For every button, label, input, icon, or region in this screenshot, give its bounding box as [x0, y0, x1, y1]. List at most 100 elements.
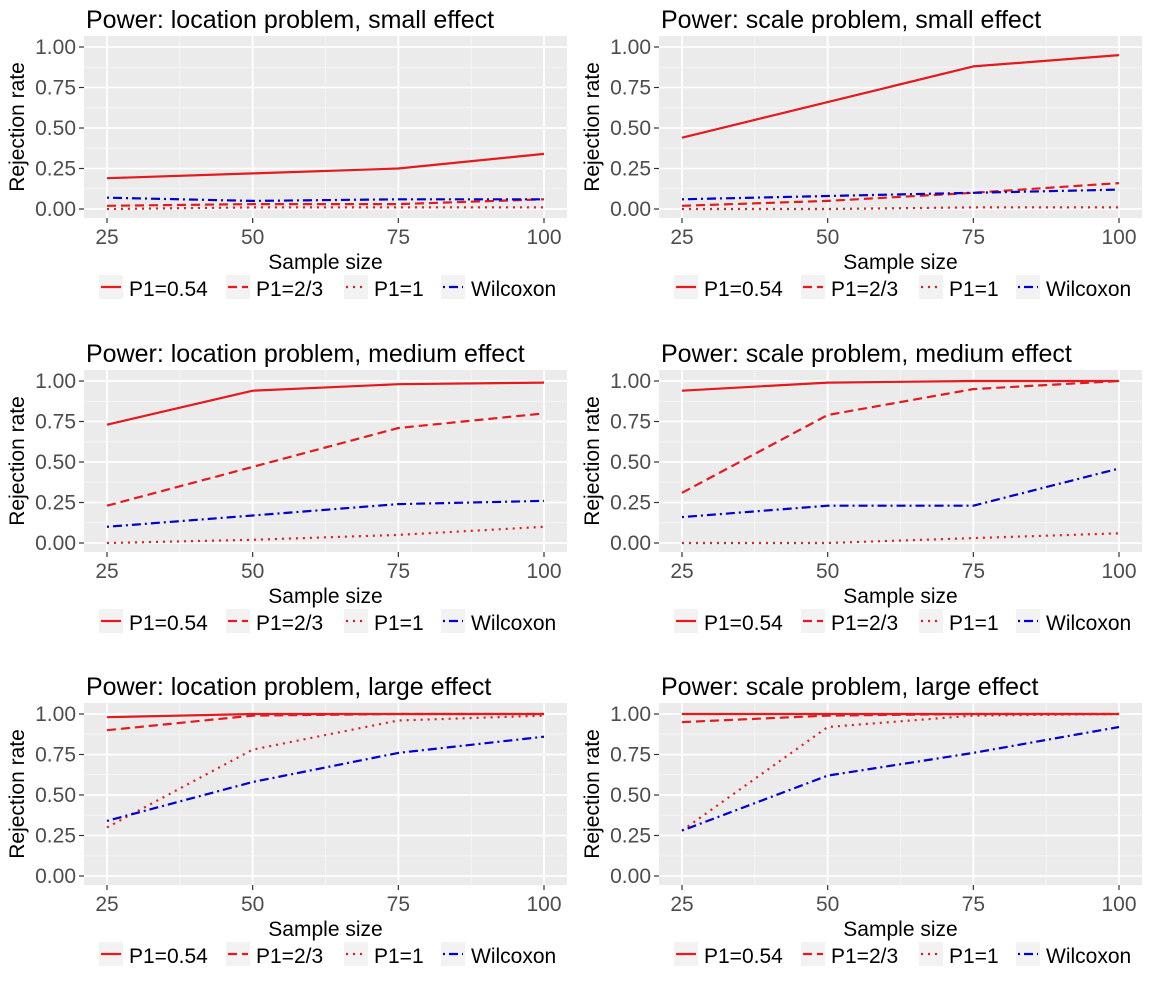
chart-panel-2: 25 50 75 100 0.00 0.25 0.50 0.75 1.00 Power: scal… — [581, 6, 1142, 301]
legend-item-p1-0-54: P1=0.54 — [674, 275, 783, 301]
x-tick-label: 25 — [95, 560, 118, 583]
legend: P1=0.54 P1=2/3 P1=1 Wilcoxon — [99, 942, 556, 968]
x-tick-label: 75 — [387, 226, 410, 249]
legend-item-p1-1: P1=1 — [344, 942, 424, 968]
chart-title: Power: scale problem, medium effect — [661, 340, 1072, 368]
legend-item-p1-1: P1=1 — [919, 942, 999, 968]
y-axis-label: Rejection rate — [581, 396, 604, 526]
legend-label: P1=2/3 — [256, 945, 323, 968]
series-line-p1-1 — [106, 525, 545, 545]
legend-label: P1=1 — [949, 945, 999, 968]
legend-label: P1=0.54 — [704, 612, 783, 635]
legend: P1=0.54 P1=2/3 P1=1 Wilcoxon — [674, 609, 1131, 635]
x-axis-label: Sample size — [268, 585, 382, 608]
x-tick-label: 75 — [962, 560, 985, 583]
x-tick-label: 100 — [526, 226, 561, 249]
x-tick-label: 75 — [962, 893, 985, 916]
legend-label: P1=0.54 — [129, 945, 208, 968]
legend-item-p1-2-3: P1=2/3 — [801, 609, 898, 635]
series-line-wilcoxon — [106, 735, 545, 822]
x-axis-label: Sample size — [268, 251, 382, 274]
legend-item-p1-2-3: P1=2/3 — [226, 942, 323, 968]
legend-label: P1=1 — [374, 612, 424, 635]
y-tick-label: 0.75 — [35, 411, 76, 434]
y-tick-label: 0.75 — [610, 77, 651, 100]
y-tick-label: 0.75 — [610, 744, 651, 767]
legend-item-p1-2-3: P1=2/3 — [226, 609, 323, 635]
x-axis-label: Sample size — [843, 585, 957, 608]
legend-label: Wilcoxon — [471, 278, 556, 301]
legend-label: Wilcoxon — [471, 945, 556, 968]
y-tick-label: 0.00 — [610, 865, 651, 888]
x-axis-label: Sample size — [268, 918, 382, 941]
x-axis-label: Sample size — [843, 918, 957, 941]
y-tick-label: 1.00 — [35, 36, 76, 59]
legend: P1=0.54 P1=2/3 P1=1 Wilcoxon — [674, 942, 1131, 968]
y-tick-label: 0.00 — [35, 865, 76, 888]
y-axis-label: Rejection rate — [581, 729, 604, 859]
legend-item-wilcoxon: Wilcoxon — [1016, 942, 1131, 968]
y-tick-label: 1.00 — [610, 703, 651, 726]
legend-label: P1=0.54 — [129, 278, 208, 301]
legend-label: P1=0.54 — [704, 278, 783, 301]
series-line-p1-2-3 — [681, 379, 1120, 494]
chart-title: Power: location problem, medium effect — [86, 340, 525, 368]
legend-item-p1-0-54: P1=0.54 — [99, 275, 208, 301]
legend-label: Wilcoxon — [1046, 278, 1131, 301]
legend-label: P1=1 — [374, 945, 424, 968]
y-axis-label: Rejection rate — [6, 62, 29, 192]
chart-panel-6: 25 50 75 100 0.00 0.25 0.50 0.75 1.00 Power: scal… — [581, 673, 1142, 968]
x-tick-label: 100 — [1101, 226, 1136, 249]
y-tick-label: 0.25 — [35, 492, 76, 515]
legend-item-wilcoxon: Wilcoxon — [1016, 609, 1131, 635]
chart-panel-5: 25 50 75 100 0.00 0.25 0.50 0.75 1.00 Power: loca… — [6, 673, 567, 968]
legend-item-p1-1: P1=1 — [919, 609, 999, 635]
x-tick-label: 100 — [1101, 893, 1136, 916]
y-tick-label: 0.75 — [610, 411, 651, 434]
y-tick-label: 0.50 — [610, 117, 651, 140]
y-tick-label: 1.00 — [35, 370, 76, 393]
legend-label: P1=1 — [949, 278, 999, 301]
legend: P1=0.54 P1=2/3 P1=1 Wilcoxon — [674, 275, 1131, 301]
series-line-p1-1 — [682, 532, 1120, 545]
y-tick-label: 1.00 — [610, 36, 651, 59]
legend-item-p1-0-54: P1=0.54 — [674, 942, 783, 968]
legend-item-wilcoxon: Wilcoxon — [1016, 275, 1131, 301]
legend: P1=0.54 P1=2/3 P1=1 Wilcoxon — [99, 275, 556, 301]
legend-item-p1-1: P1=1 — [344, 609, 424, 635]
y-tick-label: 0.25 — [35, 825, 76, 848]
chart-panel-3: 25 50 75 100 0.00 0.25 0.50 0.75 1.00 Power: loca… — [6, 340, 567, 635]
legend-label: P1=2/3 — [256, 278, 323, 301]
x-axis-label: Sample size — [843, 251, 957, 274]
legend-label: P1=2/3 — [831, 278, 898, 301]
y-tick-label: 1.00 — [35, 703, 76, 726]
series-line-wilcoxon — [681, 467, 1120, 519]
y-tick-label: 0.25 — [35, 158, 76, 181]
x-tick-label: 75 — [962, 226, 985, 249]
legend-label: P1=0.54 — [704, 945, 783, 968]
series-line-p1-0-54 — [681, 379, 1119, 392]
x-tick-label: 50 — [816, 893, 839, 916]
legend: P1=0.54 P1=2/3 P1=1 Wilcoxon — [99, 609, 556, 635]
y-tick-label: 0.50 — [35, 784, 76, 807]
y-axis-label: Rejection rate — [581, 62, 604, 192]
x-tick-label: 25 — [670, 226, 693, 249]
legend-label: Wilcoxon — [1046, 945, 1131, 968]
series-line-p1-1 — [106, 714, 545, 829]
series-line-p1-0-54 — [106, 381, 545, 426]
x-tick-label: 75 — [387, 560, 410, 583]
series-line-p1-2-3 — [681, 712, 1119, 724]
chart-title: Power: scale problem, small effect — [661, 6, 1041, 34]
legend-item-p1-2-3: P1=2/3 — [801, 275, 898, 301]
x-tick-label: 25 — [670, 893, 693, 916]
x-tick-label: 100 — [526, 560, 561, 583]
x-tick-label: 50 — [241, 893, 264, 916]
series-line-p1-2-3 — [106, 712, 544, 732]
series-line-wilcoxon — [106, 499, 545, 528]
legend-label: Wilcoxon — [1046, 612, 1131, 635]
x-tick-label: 25 — [95, 226, 118, 249]
y-tick-label: 0.00 — [610, 198, 651, 221]
x-tick-label: 25 — [95, 893, 118, 916]
x-tick-label: 100 — [526, 893, 561, 916]
